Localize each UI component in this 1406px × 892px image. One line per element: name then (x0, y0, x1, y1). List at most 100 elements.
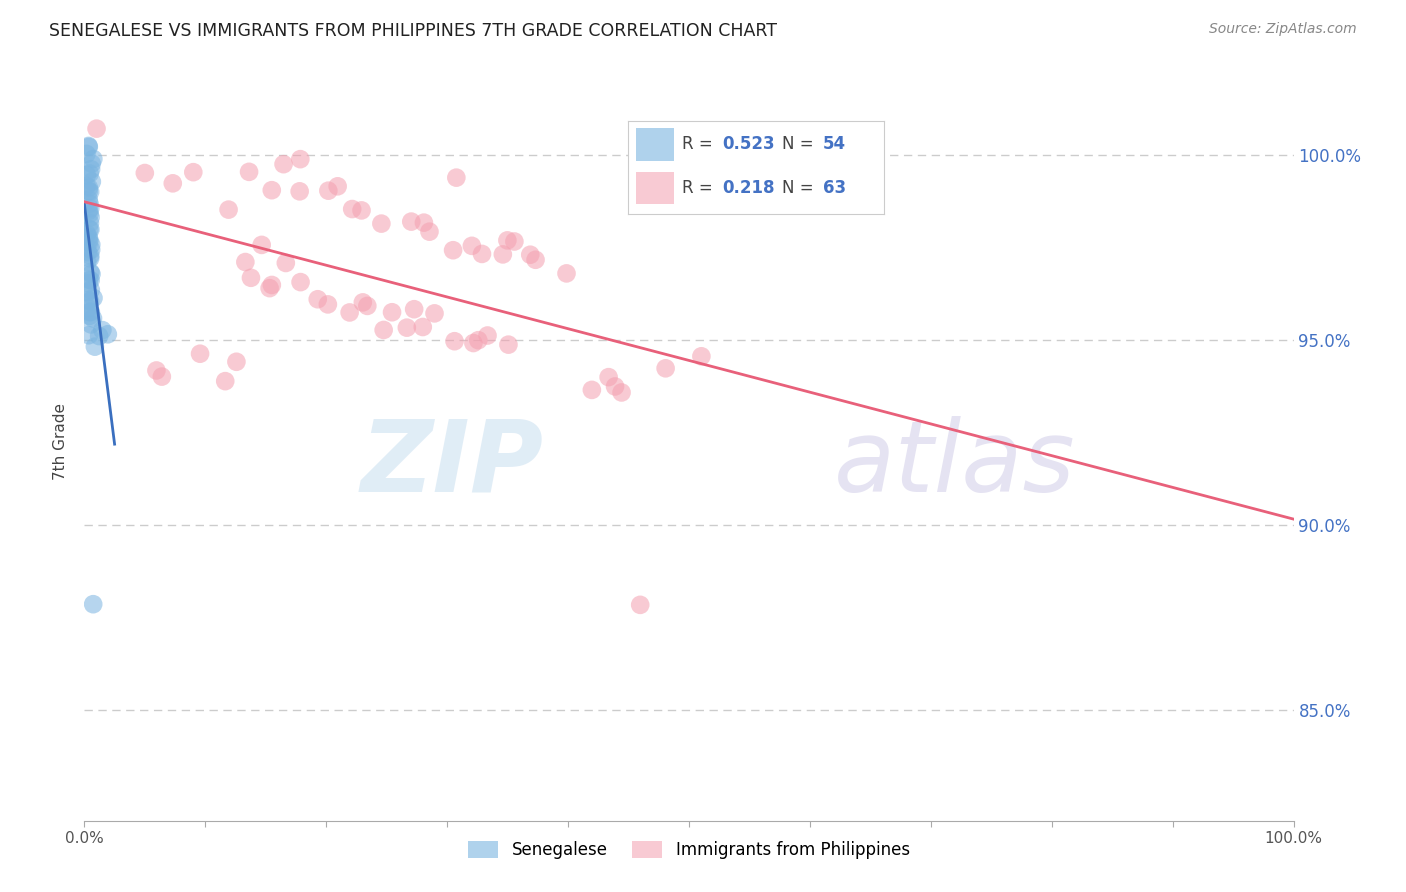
Point (79, 211, 101, 225)
Point (79, 202, 101, 216)
Text: SENEGALESE VS IMMIGRANTS FROM PHILIPPINES 7TH GRADE CORRELATION CHART: SENEGALESE VS IMMIGRANTS FROM PHILIPPINE… (49, 22, 778, 40)
Y-axis label: 7th Grade: 7th Grade (53, 403, 69, 480)
Point (181, 165, 204, 179)
Point (79, 309, 101, 323)
Text: R =: R = (682, 136, 717, 153)
Point (524, 252, 547, 267)
Point (77, 140, 100, 154)
Point (290, 152, 312, 166)
Point (342, 202, 364, 216)
Point (603, 379, 626, 393)
Point (307, 292, 329, 306)
Point (492, 247, 515, 261)
Point (76, 227, 98, 241)
Point (260, 277, 283, 292)
Point (628, 598, 651, 612)
Point (79, 185, 101, 199)
Point (77, 184, 100, 198)
Point (610, 385, 633, 400)
Point (80, 162, 103, 177)
Point (496, 233, 519, 247)
Point (461, 239, 484, 253)
Point (418, 225, 440, 239)
Point (273, 157, 295, 171)
Point (326, 179, 349, 194)
Point (316, 297, 339, 311)
Point (79, 196, 101, 211)
Point (581, 383, 603, 397)
FancyBboxPatch shape (636, 172, 673, 204)
Point (225, 355, 247, 369)
Point (339, 305, 361, 319)
Text: N =: N = (782, 136, 818, 153)
Point (79, 249, 101, 263)
Point (134, 166, 156, 180)
Point (79, 294, 101, 309)
Point (250, 238, 273, 252)
Point (82, 311, 104, 326)
Point (79, 265, 101, 279)
Point (82, 152, 104, 166)
Point (79, 222, 101, 236)
Text: 0.218: 0.218 (723, 179, 775, 197)
Point (79, 167, 101, 181)
Point (89, 329, 111, 343)
Point (79, 252, 101, 266)
Point (503, 235, 526, 249)
Text: ZIP: ZIP (361, 416, 544, 513)
Point (370, 217, 392, 231)
Point (86, 121, 108, 136)
Point (83, 291, 105, 305)
Text: N =: N = (782, 179, 818, 197)
Point (77, 285, 100, 299)
Point (82, 597, 104, 611)
Point (79, 273, 101, 287)
Point (350, 203, 373, 218)
Point (401, 214, 423, 228)
Point (413, 216, 436, 230)
Point (76, 255, 98, 269)
Point (80, 175, 103, 189)
Point (162, 177, 184, 191)
Point (214, 374, 236, 388)
Point (654, 361, 676, 376)
Text: R =: R = (682, 179, 717, 197)
Point (145, 363, 167, 377)
Point (79, 305, 101, 319)
Point (77, 233, 100, 247)
Point (80, 283, 103, 297)
Point (77, 293, 100, 307)
Point (690, 349, 713, 363)
Text: 54: 54 (823, 136, 845, 153)
Point (373, 323, 395, 337)
Point (446, 170, 468, 185)
Point (77, 139, 100, 153)
Point (404, 302, 426, 317)
Point (77, 235, 100, 250)
Point (239, 270, 262, 285)
Point (441, 244, 464, 258)
Point (80, 156, 103, 170)
Point (79, 216, 101, 230)
Point (76, 168, 98, 182)
Point (598, 370, 620, 384)
Point (498, 337, 520, 351)
Legend: Senegalese, Immigrants from Philippines: Senegalese, Immigrants from Philippines (461, 834, 917, 865)
Point (77, 328, 100, 343)
Point (443, 334, 465, 349)
Text: 63: 63 (823, 179, 845, 197)
Point (555, 266, 578, 280)
Point (260, 183, 283, 197)
Point (467, 333, 489, 347)
Point (76, 179, 98, 194)
Point (218, 202, 240, 217)
Point (77, 245, 100, 260)
Point (477, 328, 499, 343)
Point (80, 243, 103, 257)
Point (77, 230, 100, 244)
Point (77, 204, 100, 219)
Point (519, 248, 541, 262)
Point (235, 255, 257, 269)
Text: Source: ZipAtlas.com: Source: ZipAtlas.com (1209, 22, 1357, 37)
Point (77, 180, 100, 194)
